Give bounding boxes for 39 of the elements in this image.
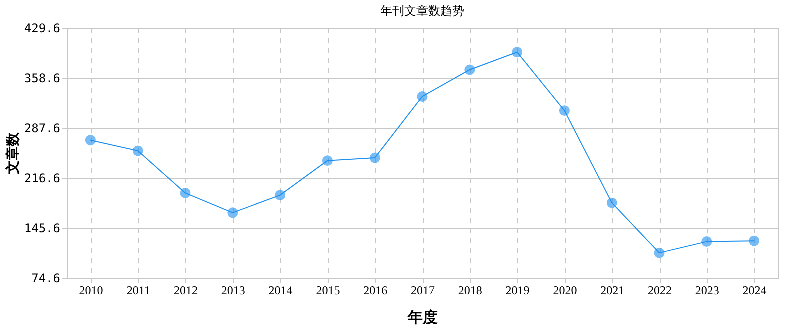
point — [464, 64, 476, 76]
y-axis-title: 文章数 — [4, 132, 22, 176]
x-tick-label: 2011 — [126, 284, 150, 298]
y-tick-label: 287.6 — [24, 122, 60, 136]
point — [228, 208, 238, 218]
point — [180, 188, 191, 198]
point — [559, 106, 570, 116]
x-tick-label: 2019 — [506, 284, 530, 298]
y-tick-label: 145.6 — [24, 222, 60, 236]
x-tick-label: 2016 — [364, 284, 388, 298]
x-tick-label: 2017 — [411, 284, 435, 298]
y-tick-label: 358.6 — [24, 72, 60, 86]
x-tick-label: 2014 — [268, 284, 293, 298]
x-tick-label: 2015 — [316, 284, 340, 298]
point — [606, 198, 618, 208]
x-tick-label: 2018 — [458, 284, 482, 298]
x-tick-label: 2024 — [742, 284, 767, 298]
point — [132, 146, 144, 156]
point — [85, 135, 96, 146]
x-tick-label: 2022 — [648, 284, 672, 298]
x-tick-label: 2021 — [600, 284, 625, 298]
point — [702, 236, 712, 248]
x-tick-label: 2012 — [174, 284, 198, 298]
point — [322, 156, 333, 166]
point — [512, 47, 523, 58]
point — [275, 190, 286, 201]
y-tick-label: 429.6 — [24, 22, 60, 36]
x-tick-label: 2020 — [553, 284, 578, 298]
point — [749, 236, 760, 246]
x-tick-label: 2023 — [695, 284, 720, 298]
point — [370, 152, 380, 164]
chart-title: 年刊文章数趋势 — [380, 4, 464, 18]
y-tick-label: 216.6 — [24, 172, 60, 186]
point — [417, 92, 428, 102]
x-tick-label: 2013 — [221, 284, 246, 298]
point — [654, 248, 665, 258]
x-axis-title: 年度 — [407, 308, 438, 326]
y-tick-label: 74.6 — [32, 272, 60, 286]
x-tick-label: 2010 — [79, 284, 104, 298]
